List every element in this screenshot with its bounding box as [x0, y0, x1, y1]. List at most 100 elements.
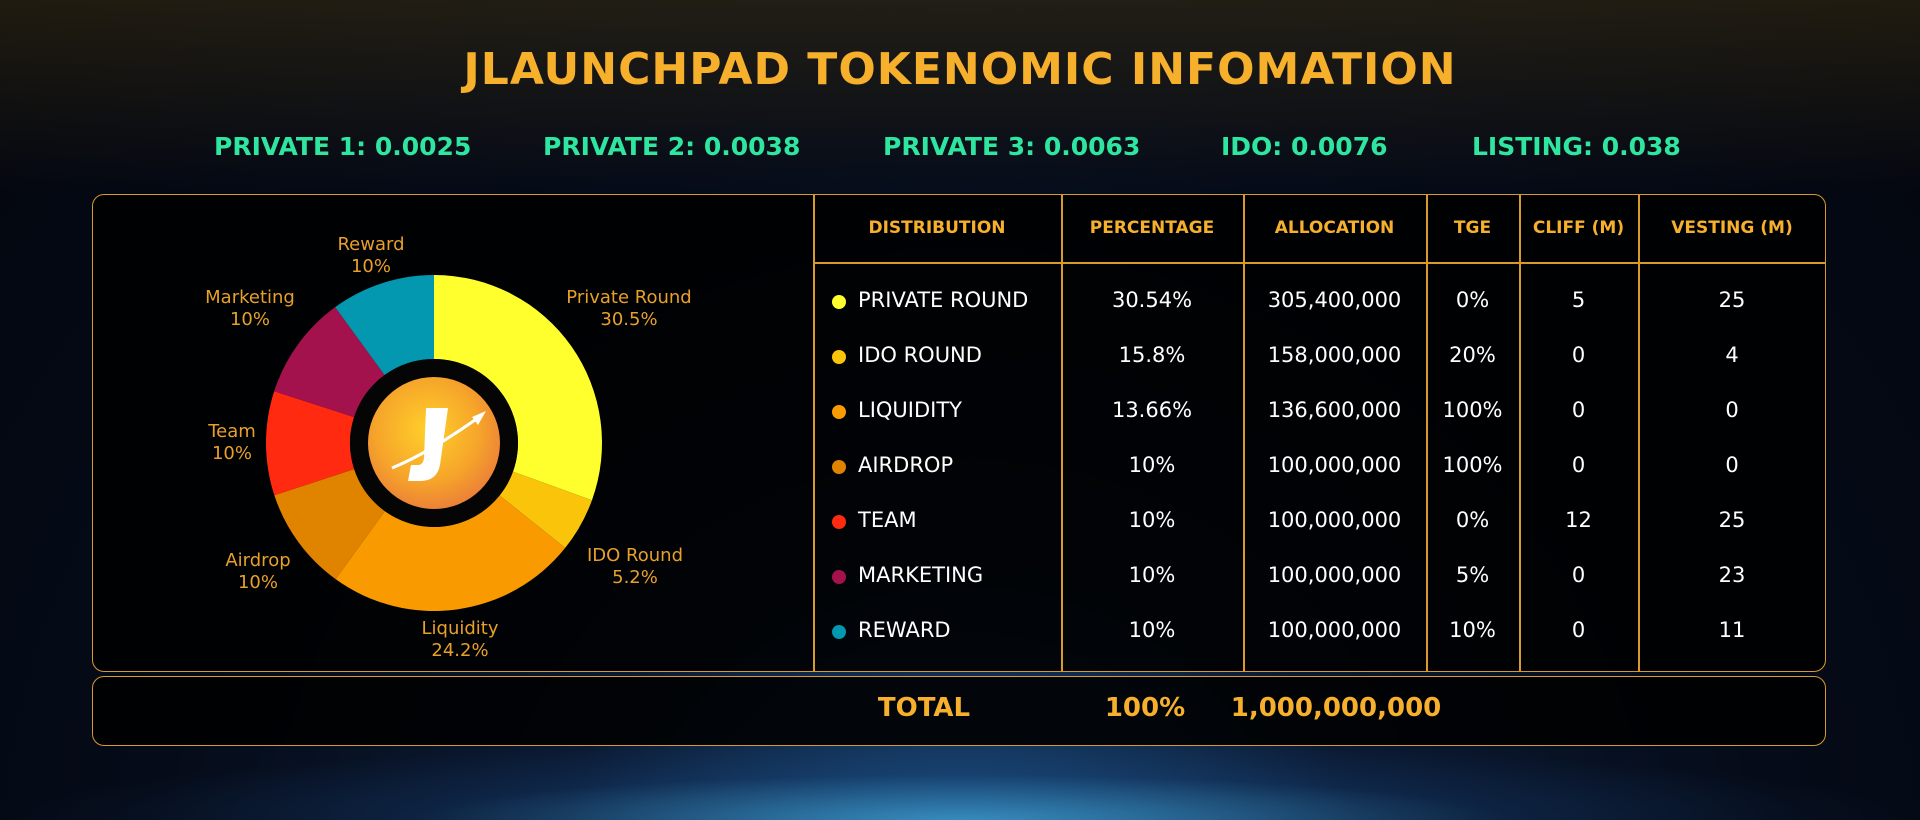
cell-vesting: 4 [1725, 343, 1739, 367]
cell-percentage: 10% [1128, 508, 1176, 532]
legend-dot-icon [832, 625, 846, 639]
jlaunchpad-logo-icon [368, 377, 500, 509]
distribution-table: DISTRIBUTION PERCENTAGE ALLOCATION TGE C… [813, 194, 1826, 672]
cell-distribution: TEAM [858, 508, 917, 532]
cell-allocation: 100,000,000 [1267, 508, 1402, 532]
cell-allocation: 305,400,000 [1267, 288, 1402, 312]
legend-dot-icon [832, 460, 846, 474]
pie-label-name: Team [207, 421, 256, 442]
pie-label-name: Airdrop [225, 550, 290, 571]
table-divider [1426, 194, 1428, 672]
cell-cliff: 0 [1571, 453, 1586, 477]
pie-slice-reward [335, 275, 434, 376]
legend-dot-icon [832, 295, 846, 309]
table-row: PRIVATE ROUND 30.54% 305,400,000 0% 5 25 [813, 282, 1826, 322]
price-private-2: PRIVATE 2: 0.0038 [543, 132, 801, 161]
pie-label-value: 10% [230, 309, 270, 330]
header-tge: TGE [1453, 218, 1492, 238]
table-divider [1519, 194, 1521, 672]
cell-percentage: 10% [1128, 618, 1176, 642]
pie-label-name: IDO Round [587, 545, 683, 566]
pie-slice-private-round [434, 275, 602, 501]
pie-label-value: 5.2% [612, 567, 658, 588]
background-glow-top [0, 0, 1920, 190]
table-row: IDO ROUND 15.8% 158,000,000 20% 0 4 [813, 337, 1826, 377]
cell-distribution: IDO ROUND [858, 343, 982, 367]
pie-label-name: Marketing [205, 287, 295, 308]
cell-tge: 10% [1449, 618, 1496, 642]
cell-vesting: 25 [1718, 508, 1746, 532]
cell-vesting: 25 [1718, 288, 1746, 312]
header-cliff: CLIFF (M) [1532, 218, 1625, 238]
cell-percentage: 30.54% [1111, 288, 1193, 312]
cell-vesting: 0 [1725, 453, 1739, 477]
pie-slice-airdrop [274, 469, 385, 580]
cell-cliff: 12 [1565, 508, 1592, 532]
cell-vesting: 0 [1725, 398, 1739, 422]
cell-tge: 5% [1455, 563, 1490, 587]
legend-dot-icon [832, 515, 846, 529]
pie-label-value: 10% [212, 443, 252, 464]
cell-allocation: 100,000,000 [1267, 453, 1402, 477]
cell-tge: 20% [1449, 343, 1496, 367]
cell-allocation: 100,000,000 [1267, 618, 1402, 642]
total-allocation: 1,000,000,000 [1230, 693, 1442, 723]
cell-cliff: 5 [1571, 288, 1586, 312]
total-bar [92, 676, 1826, 746]
table-row: REWARD 10% 100,000,000 10% 0 11 [813, 612, 1826, 652]
legend-dot-icon [832, 570, 846, 584]
cell-percentage: 10% [1128, 563, 1176, 587]
header-distribution: DISTRIBUTION [868, 218, 1006, 238]
table-row: AIRDROP 10% 100,000,000 100% 0 0 [813, 447, 1826, 487]
table-row: MARKETING 10% 100,000,000 5% 0 23 [813, 557, 1826, 597]
price-strip: PRIVATE 1: 0.0025 PRIVATE 2: 0.0038 PRIV… [0, 132, 1920, 162]
header-vesting: VESTING (M) [1671, 218, 1793, 238]
cell-allocation: 158,000,000 [1267, 343, 1402, 367]
pie-label-name: Liquidity [421, 618, 498, 639]
pie-label-value: 10% [351, 256, 391, 277]
table-divider [1638, 194, 1640, 672]
pie-label-value: 10% [238, 572, 278, 593]
cell-distribution: PRIVATE ROUND [858, 288, 1029, 312]
table-divider [813, 194, 815, 672]
price-ido: IDO: 0.0076 [1221, 132, 1388, 161]
cell-tge: 100% [1442, 398, 1503, 422]
total-percentage: 100% [1104, 693, 1186, 723]
cell-distribution: LIQUIDITY [858, 398, 963, 422]
header-allocation: ALLOCATION [1274, 218, 1395, 238]
cell-tge: 100% [1442, 453, 1503, 477]
cell-cliff: 0 [1571, 398, 1586, 422]
cell-allocation: 136,600,000 [1267, 398, 1402, 422]
table-row: LIQUIDITY 13.66% 136,600,000 100% 0 0 [813, 392, 1826, 432]
cell-distribution: AIRDROP [858, 453, 954, 477]
pie-label-value: 24.2% [431, 640, 488, 661]
table-row: TEAM 10% 100,000,000 0% 12 25 [813, 502, 1826, 542]
pie-slice-marketing [274, 307, 385, 418]
pie-slice-team [266, 391, 355, 496]
legend-dot-icon [832, 405, 846, 419]
table-divider [1061, 194, 1063, 672]
cell-cliff: 0 [1571, 343, 1586, 367]
legend-dot-icon [832, 350, 846, 364]
cell-percentage: 15.8% [1118, 343, 1186, 367]
page-title: JLAUNCHPAD TOKENOMIC INFOMATION [463, 44, 1457, 95]
price-private-1: PRIVATE 1: 0.0025 [214, 132, 472, 161]
pie-label-value: 30.5% [600, 309, 657, 330]
table-header-divider [813, 262, 1826, 264]
cell-distribution: REWARD [858, 618, 951, 642]
price-private-3: PRIVATE 3: 0.0063 [883, 132, 1141, 161]
cell-vesting: 11 [1718, 618, 1746, 642]
cell-cliff: 0 [1571, 563, 1586, 587]
background-glow-bottom [0, 740, 1920, 820]
cell-percentage: 10% [1128, 453, 1176, 477]
pie-label-name: Reward [337, 234, 404, 255]
pie-label-name: Private Round [566, 287, 691, 308]
cell-cliff: 0 [1571, 618, 1586, 642]
cell-tge: 0% [1455, 508, 1490, 532]
cell-allocation: 100,000,000 [1267, 563, 1402, 587]
cell-vesting: 23 [1718, 563, 1746, 587]
cell-distribution: MARKETING [858, 563, 984, 587]
header-percentage: PERCENTAGE [1089, 218, 1215, 238]
pie-slice-liquidity [335, 495, 566, 611]
